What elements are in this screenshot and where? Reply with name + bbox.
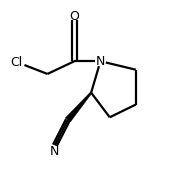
Text: Cl: Cl [11,56,23,69]
Text: N: N [50,145,60,158]
Polygon shape [65,92,92,122]
Text: O: O [69,11,79,23]
Text: N: N [96,55,105,68]
